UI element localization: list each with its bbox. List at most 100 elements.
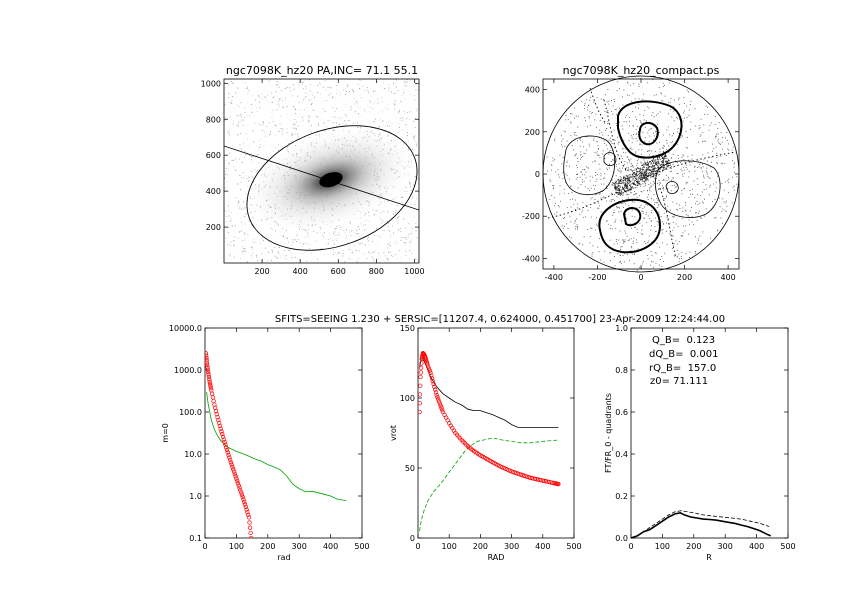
noise-pixel (298, 101, 300, 103)
scatter-dot (618, 141, 620, 143)
scatter-dot (673, 99, 675, 101)
scatter-dot (682, 174, 684, 176)
noise-pixel (293, 88, 295, 90)
scatter-dot (697, 184, 699, 185)
scatter-dot-dense (632, 172, 634, 174)
series-1-point (221, 437, 226, 442)
scatter-dot (688, 219, 690, 221)
scatter-dot-dense (656, 173, 658, 175)
noise-pixel (346, 237, 348, 239)
scatter-dot (636, 160, 638, 161)
scatter-dot (666, 165, 668, 167)
scatter-dot (640, 169, 641, 171)
scatter-dot (580, 151, 582, 153)
scatter-dot (697, 242, 698, 244)
scatter-dot (653, 199, 655, 201)
noise-pixel (270, 227, 272, 229)
scatter-dot-dense (616, 183, 618, 185)
y-tick-label: 0.2 (615, 492, 628, 501)
noise-pixel (293, 127, 295, 129)
noise-pixel (416, 145, 418, 147)
noise-pixel (332, 254, 334, 256)
scatter-dot (721, 183, 723, 184)
noise-pixel (244, 156, 246, 158)
scatter-dot (645, 204, 647, 206)
scatter-dot (561, 225, 563, 227)
scatter-dot (592, 176, 594, 178)
noise-pixel (349, 248, 351, 250)
scatter-dot (552, 186, 554, 188)
scatter-dot (609, 200, 611, 202)
scatter-dot (690, 210, 691, 212)
scatter-dot-dense (651, 176, 653, 177)
scatter-dot (710, 237, 711, 239)
series-1-line (419, 438, 559, 532)
scatter-dot (614, 221, 616, 223)
scatter-dot (636, 207, 638, 209)
noise-pixel (258, 146, 260, 148)
scatter-dot (709, 125, 711, 127)
scatter-dot (594, 152, 596, 153)
noise-pixel (373, 102, 375, 104)
scatter-dot-dense (661, 161, 663, 163)
scatter-dot-dense (641, 165, 643, 166)
noise-pixel (405, 85, 407, 87)
scatter-dot (687, 214, 689, 216)
scatter-dot (619, 255, 621, 256)
noise-pixel (407, 140, 409, 142)
scatter-dot (615, 239, 617, 240)
scatter-dot (702, 154, 704, 156)
noise-pixel (410, 199, 412, 201)
scatter-dot (700, 195, 702, 197)
scatter-dot-dense (626, 184, 628, 186)
noise-pixel (253, 238, 255, 240)
scatter-dot (638, 83, 640, 85)
scatter-dot (631, 247, 633, 249)
scatter-dot (591, 255, 593, 257)
series-1-point (216, 417, 221, 423)
y-tick-label: 0.8 (615, 366, 628, 375)
scatter-dot (643, 163, 645, 164)
scatter-dot (627, 240, 629, 241)
scatter-dot (720, 132, 722, 134)
scatter-dot (676, 173, 678, 175)
scatter-dot (700, 168, 702, 170)
scatter-dot (718, 122, 720, 123)
scatter-dot (701, 163, 703, 165)
scatter-dot (648, 166, 650, 168)
scatter-dot (685, 181, 687, 183)
noise-pixel (415, 89, 417, 91)
scatter-dot (613, 129, 615, 131)
scatter-dot (639, 168, 641, 170)
noise-pixel (297, 239, 299, 241)
scatter-dot (631, 180, 633, 182)
scatter-dot (655, 151, 657, 153)
scatter-dot (646, 174, 647, 176)
noise-pixel (275, 256, 277, 258)
scatter-dot (702, 131, 704, 133)
scatter-dot (635, 193, 637, 195)
scatter-dot (633, 201, 635, 203)
noise-pixel (401, 94, 403, 96)
scatter-dot (577, 228, 578, 230)
scatter-dot (635, 168, 637, 169)
noise-pixel (273, 96, 275, 98)
scatter-dot-dense (641, 173, 643, 175)
scatter-dot (672, 221, 674, 223)
noise-pixel (245, 82, 247, 84)
scatter-dot (717, 140, 719, 142)
scatter-dot (633, 237, 635, 239)
scatter-dot-dense (626, 185, 628, 187)
scatter-dot (636, 269, 638, 271)
scatter-dot (579, 138, 581, 139)
scatter-dot (698, 125, 700, 127)
noise-pixel (252, 216, 254, 218)
noise-pixel (356, 101, 358, 103)
scatter-dot (595, 172, 597, 174)
scatter-dot-dense (667, 166, 669, 168)
noise-pixel (297, 125, 299, 127)
noise-pixel (291, 244, 293, 246)
scatter-dot-dense (622, 179, 624, 181)
scatter-dot (575, 165, 577, 167)
